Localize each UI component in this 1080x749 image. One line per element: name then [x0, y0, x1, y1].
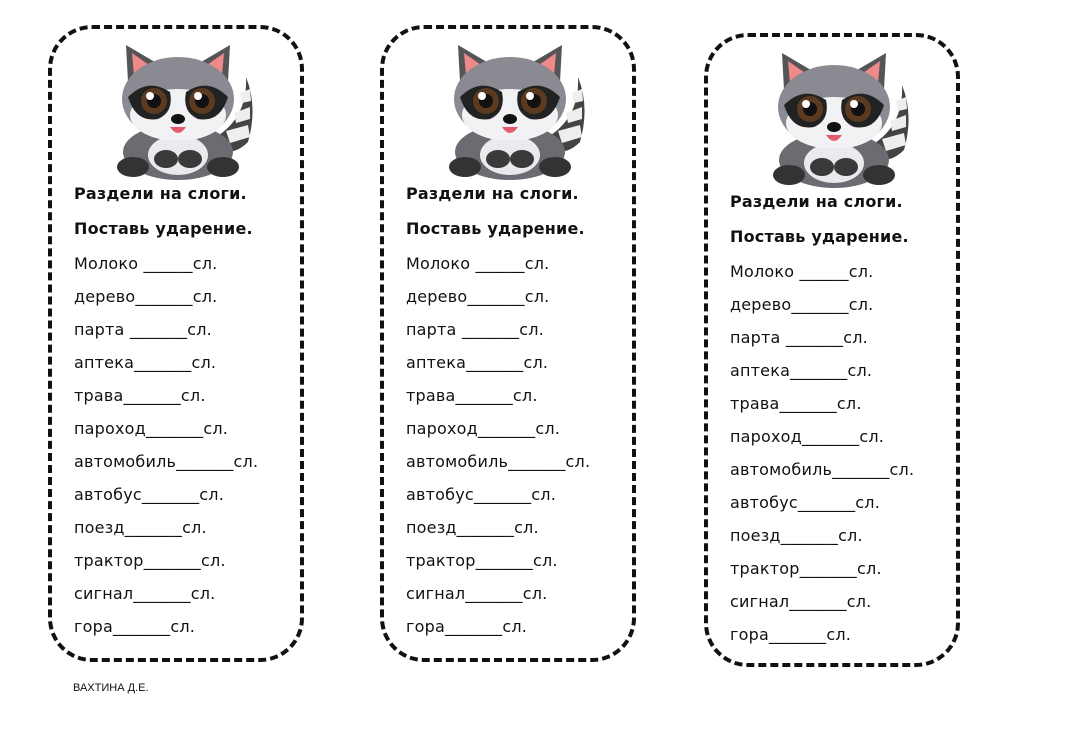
raccoon-illustration	[430, 37, 600, 182]
word-item: автобус_______сл.	[74, 485, 224, 504]
word-item: Молоко ______сл.	[730, 262, 874, 281]
word-item: поезд_______сл.	[406, 518, 539, 537]
word-item: трактор_______сл.	[730, 559, 882, 578]
word-item: Молоко ______сл.	[406, 254, 550, 273]
word-item: поезд_______сл.	[730, 526, 863, 545]
word-item: сигнал_______сл.	[730, 592, 872, 611]
word-item: дерево_______сл.	[406, 287, 550, 306]
word-item: парта _______сл.	[730, 328, 868, 347]
word-item: автомобиль_______сл.	[730, 460, 915, 479]
word-item: гора_______сл.	[730, 625, 852, 644]
bookmark-card: Раздели на слоги. Поставь ударение. Молоко…	[380, 25, 636, 662]
word-item: трактор_______сл.	[406, 551, 558, 570]
word-item: дерево_______сл.	[730, 295, 874, 314]
instruction-subtitle: Поставь ударение.	[730, 227, 909, 246]
raccoon-illustration	[754, 45, 924, 190]
word-item: парта _______сл.	[74, 320, 212, 339]
word-item: дерево_______сл.	[74, 287, 218, 306]
word-item: сигнал_______сл.	[406, 584, 548, 603]
exercise-list: Раздели на слоги. Поставь ударение. Молоко…	[406, 177, 590, 643]
instruction-title: Раздели на слоги.	[406, 184, 579, 203]
word-item: гора_______сл.	[406, 617, 528, 636]
word-item: пароход_______сл.	[74, 419, 229, 438]
instruction-title: Раздели на слоги.	[74, 184, 247, 203]
exercise-list: Раздели на слоги. Поставь ударение. Молоко…	[74, 177, 258, 643]
word-item: поезд_______сл.	[74, 518, 207, 537]
word-item: Молоко ______сл.	[74, 254, 218, 273]
word-item: сигнал_______сл.	[74, 584, 216, 603]
raccoon-illustration	[98, 37, 268, 182]
instruction-title: Раздели на слоги.	[730, 192, 903, 211]
word-item: автомобиль_______сл.	[74, 452, 259, 471]
word-item: парта _______сл.	[406, 320, 544, 339]
instruction-subtitle: Поставь ударение.	[74, 219, 253, 238]
word-item: автобус_______сл.	[406, 485, 556, 504]
instruction-subtitle: Поставь ударение.	[406, 219, 585, 238]
bookmark-card: Раздели на слоги. Поставь ударение. Молоко…	[48, 25, 304, 662]
word-item: пароход_______сл.	[406, 419, 561, 438]
word-item: трава_______сл.	[406, 386, 538, 405]
word-item: автобус_______сл.	[730, 493, 880, 512]
word-item: аптека_______сл.	[730, 361, 873, 380]
word-item: пароход_______сл.	[730, 427, 885, 446]
author-name: ВАХТИНА Д.Е.	[73, 682, 149, 694]
word-item: трава_______сл.	[74, 386, 206, 405]
word-item: аптека_______сл.	[74, 353, 217, 372]
word-item: трактор_______сл.	[74, 551, 226, 570]
word-item: автомобиль_______сл.	[406, 452, 591, 471]
bookmark-card: Раздели на слоги. Поставь ударение. Молоко…	[704, 33, 960, 667]
word-item: аптека_______сл.	[406, 353, 549, 372]
exercise-list: Раздели на слоги. Поставь ударение. Молоко…	[730, 185, 914, 651]
word-item: трава_______сл.	[730, 394, 862, 413]
word-item: гора_______сл.	[74, 617, 196, 636]
